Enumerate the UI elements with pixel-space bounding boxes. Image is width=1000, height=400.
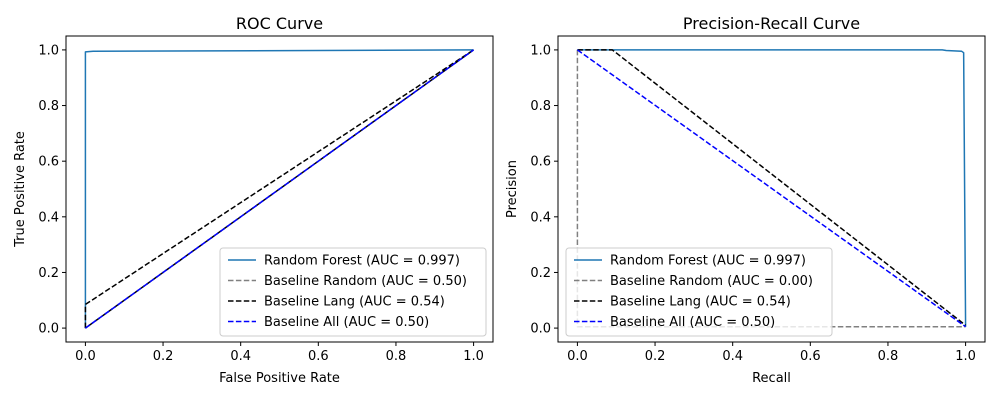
y-tick-label: 0.0 xyxy=(38,322,59,337)
axes-frame xyxy=(557,35,986,343)
legend-box xyxy=(565,247,833,337)
x-tick-label: 0.6 xyxy=(800,349,821,364)
y-tick-label: 0.6 xyxy=(38,155,59,170)
x-tick-label: 0.0 xyxy=(567,349,588,364)
x-tick-label: 0.0 xyxy=(75,349,96,364)
x-axis-label: False Positive Rate xyxy=(219,371,340,386)
x-tick-label: 1.0 xyxy=(955,349,976,364)
y-axis-label: Precision xyxy=(505,160,520,218)
series-line xyxy=(577,49,967,327)
axes-frame xyxy=(65,35,494,343)
series-line xyxy=(84,49,475,329)
legend-entry: Baseline Random (AUC = 0.00) xyxy=(610,274,813,289)
series-line xyxy=(84,49,475,329)
x-tick-label: 0.8 xyxy=(878,349,899,364)
y-tick-label: 1.0 xyxy=(38,43,59,58)
y-tick-label: 0.8 xyxy=(530,99,551,114)
chart-title: Precision-Recall Curve xyxy=(683,14,860,33)
y-tick-label: 0.0 xyxy=(530,322,551,337)
y-tick-label: 0.2 xyxy=(530,266,551,281)
legend-entry: Baseline All (AUC = 0.50) xyxy=(264,315,429,330)
x-axis-label: Recall xyxy=(752,371,791,386)
y-tick-label: 0.6 xyxy=(530,155,551,170)
legend-entry: Baseline All (AUC = 0.50) xyxy=(610,315,775,330)
series-line xyxy=(577,49,967,326)
series-line xyxy=(84,49,474,329)
x-tick-label: 0.2 xyxy=(645,349,666,364)
x-tick-label: 0.2 xyxy=(153,349,174,364)
x-tick-label: 1.0 xyxy=(463,349,484,364)
x-tick-label: 0.4 xyxy=(230,349,251,364)
x-tick-label: 0.4 xyxy=(722,349,743,364)
x-tick-label: 0.8 xyxy=(386,349,407,364)
legend-entry: Baseline Random (AUC = 0.50) xyxy=(264,274,467,289)
y-axis-label: True Positive Rate xyxy=(13,131,28,248)
y-tick-label: 1.0 xyxy=(530,43,551,58)
legend-entry: Random Forest (AUC = 0.997) xyxy=(610,254,806,269)
precision-recall-chart: Precision-Recall Curve 0.0 0.2 0.4 0.6 0.8 1.0… xyxy=(505,14,986,386)
legend-entry: Baseline Lang (AUC = 0.54) xyxy=(610,295,791,310)
y-tick-label: 0.2 xyxy=(38,266,59,281)
legend-box xyxy=(219,247,487,337)
roc-chart: ROC Curve 0.0 0.2 0.4 0.6 0.8 1.0 0.0 0.2 0.4 0.6 0… xyxy=(13,14,494,386)
chart-title: ROC Curve xyxy=(236,14,323,33)
y-tick-label: 0.4 xyxy=(530,210,551,225)
legend: Random Forest (AUC = 0.997) Baseline Rand… xyxy=(219,247,487,337)
y-tick-label: 0.8 xyxy=(38,99,59,114)
legend: Random Forest (AUC = 0.997) Baseline Rand… xyxy=(565,247,833,337)
series-line xyxy=(576,49,967,328)
x-tick-label: 0.6 xyxy=(308,349,329,364)
legend-entry: Random Forest (AUC = 0.997) xyxy=(264,254,460,269)
y-tick-label: 0.4 xyxy=(38,210,59,225)
legend-entry: Baseline Lang (AUC = 0.54) xyxy=(264,295,445,310)
